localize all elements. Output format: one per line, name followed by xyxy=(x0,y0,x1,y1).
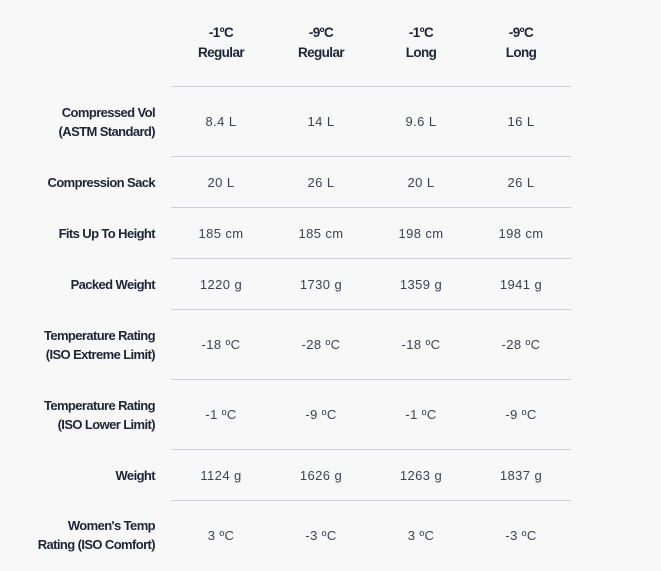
table-row: Women's Temp Rating (ISO Comfort) 3 ºC -3 º… xyxy=(0,501,571,571)
table-cell: 20 L xyxy=(171,156,271,208)
table-cell: 198 cm xyxy=(371,207,471,259)
table-cell: 1359 g xyxy=(371,258,471,310)
table-cell: 20 L xyxy=(371,156,471,208)
table-row: Temperature Rating (ISO Extreme Limit) -18… xyxy=(0,309,571,380)
table-cell: -1 ºC xyxy=(371,379,471,450)
column-size: Regular xyxy=(197,45,245,60)
table-cell: 3 ºC xyxy=(407,528,435,543)
row-label-line2: (ASTM Standard) xyxy=(58,123,156,139)
column-size: Long xyxy=(505,45,537,60)
row-label: Women's Temp Rating (ISO Comfort) xyxy=(0,501,171,571)
row-label: Temperature Rating (ISO Lower Limit) xyxy=(0,380,171,450)
table-cell: 1124 g xyxy=(171,449,271,501)
table-cell: -28 ºC xyxy=(271,309,371,380)
column-header: -9ºC Regular xyxy=(271,0,371,87)
table-cell: 1263 g xyxy=(371,449,471,501)
row-label-line1: Weight xyxy=(115,467,156,483)
column-size: Long xyxy=(405,45,437,60)
row-label: Weight xyxy=(0,450,171,501)
row-label: Compressed Vol (ASTM Standard) xyxy=(0,87,171,157)
table-cell: -28 ºC xyxy=(471,309,571,380)
table-row: Compressed Vol (ASTM Standard) 8.4 L 14 L 9.… xyxy=(0,86,571,157)
table-cell: 185 cm xyxy=(171,207,271,259)
table-cell: -3 ºC xyxy=(505,528,537,543)
table-cell: 14 L xyxy=(271,86,371,157)
table-row: Weight 1124 g 1626 g 1263 g 1837 g xyxy=(0,449,571,501)
column-temp: -1ºC xyxy=(408,25,434,40)
row-label-line1: Temperature Rating xyxy=(43,397,156,413)
row-label-line1: Temperature Rating xyxy=(43,327,156,343)
row-label-line2: (ISO Lower Limit) xyxy=(57,416,156,432)
header-corner xyxy=(0,0,171,87)
row-label-line1: Women's Temp xyxy=(67,518,156,534)
table-cell: 16 L xyxy=(471,86,571,157)
row-label-line1: Packed Weight xyxy=(70,276,156,292)
row-label-line1: Compressed Vol xyxy=(61,104,156,120)
table-cell: -1 ºC xyxy=(171,379,271,450)
row-label: Packed Weight xyxy=(0,259,171,310)
column-header: -1ºC Regular xyxy=(171,0,271,87)
row-label-line1: Fits Up To Height xyxy=(58,225,156,241)
row-label-line2: Rating (ISO Comfort) xyxy=(37,537,156,553)
column-temp: -9ºC xyxy=(508,25,534,40)
column-temp: -9ºC xyxy=(308,25,334,40)
table-cell: -3 ºC xyxy=(305,528,337,543)
table-cell: 185 cm xyxy=(271,207,371,259)
table-cell: 1220 g xyxy=(171,258,271,310)
table-cell: 3 ºC xyxy=(207,528,235,543)
table-row: Packed Weight 1220 g 1730 g 1359 g 1941 g xyxy=(0,258,571,310)
table-cell: -18 ºC xyxy=(171,309,271,380)
column-header: -1ºC Long xyxy=(371,0,471,87)
row-label-line2: (ISO Extreme Limit) xyxy=(45,346,156,362)
spec-table: -1ºC Regular -9ºC Regular -1ºC Long -9ºC Lon… xyxy=(0,0,571,571)
row-label: Temperature Rating (ISO Extreme Limit) xyxy=(0,310,171,380)
table-cell: 1730 g xyxy=(271,258,371,310)
row-label: Compression Sack xyxy=(0,157,171,208)
table-cell: 1941 g xyxy=(471,258,571,310)
column-header: -9ºC Long xyxy=(471,0,571,87)
table-cell: 198 cm xyxy=(471,207,571,259)
table-cell: 8.4 L xyxy=(171,86,271,157)
column-size: Regular xyxy=(297,45,345,60)
header-row: -1ºC Regular -9ºC Regular -1ºC Long -9ºC Lon… xyxy=(0,0,571,87)
table-row: Fits Up To Height 185 cm 185 cm 198 cm 198 c… xyxy=(0,207,571,259)
table-cell: 1837 g xyxy=(471,449,571,501)
table-cell: -18 ºC xyxy=(371,309,471,380)
table-cell: 1626 g xyxy=(271,449,371,501)
table-cell: 26 L xyxy=(471,156,571,208)
table-row: Temperature Rating (ISO Lower Limit) -1 ºC… xyxy=(0,379,571,450)
table-row: Compression Sack 20 L 26 L 20 L 26 L xyxy=(0,156,571,208)
column-temp: -1ºC xyxy=(208,25,234,40)
table-cell: -9 ºC xyxy=(471,379,571,450)
table-cell: 9.6 L xyxy=(371,86,471,157)
table-cell: 26 L xyxy=(271,156,371,208)
row-label: Fits Up To Height xyxy=(0,208,171,259)
table-cell: -9 ºC xyxy=(271,379,371,450)
row-label-line1: Compression Sack xyxy=(47,174,156,190)
